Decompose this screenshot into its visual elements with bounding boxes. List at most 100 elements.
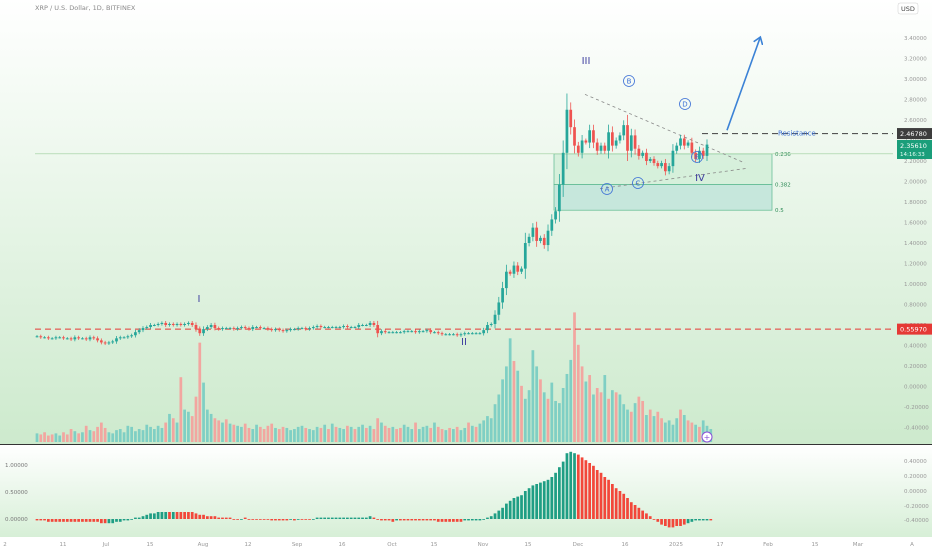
candle-body xyxy=(65,338,69,340)
oscillator-bar xyxy=(561,461,565,519)
oscillator-bar xyxy=(342,517,345,519)
oscillator-bar xyxy=(580,457,584,519)
price-tick-label: 0.40000 xyxy=(904,344,927,350)
volume-bar xyxy=(497,394,501,442)
candle-body xyxy=(357,325,361,328)
candle-body xyxy=(285,330,289,332)
volume-bar xyxy=(88,430,92,442)
oscillator-bar xyxy=(134,517,137,519)
oscillator-bar xyxy=(380,519,383,521)
candle-body xyxy=(327,327,330,329)
oscillator-right-tick: 0.00000 xyxy=(904,489,927,495)
oscillator-bar xyxy=(607,479,610,519)
time-tick-label: Mar xyxy=(853,542,864,548)
candle-body xyxy=(406,331,410,333)
volume-bar xyxy=(512,361,516,442)
add-indicator-button[interactable] xyxy=(701,431,713,443)
oscillator-bar xyxy=(156,512,160,519)
time-tick-label: 17 xyxy=(717,542,724,548)
oscillator-bar xyxy=(535,484,539,519)
oscillator-bar xyxy=(410,519,414,521)
volume-bar xyxy=(380,422,383,442)
oscillator-bar xyxy=(558,467,561,519)
oscillator-bar xyxy=(338,517,342,519)
price-tick-label: 2.00000 xyxy=(904,180,927,186)
candle-body xyxy=(334,327,338,329)
candle-body xyxy=(550,219,554,231)
volume-bar xyxy=(489,418,493,442)
candle-body xyxy=(425,330,429,332)
currency-label: USD xyxy=(901,5,915,13)
oscillator-bar xyxy=(433,519,436,521)
candle-body xyxy=(584,140,588,143)
volume-bar xyxy=(353,429,357,442)
volume-bar xyxy=(516,370,520,442)
volume-bar xyxy=(660,418,663,442)
candle-body xyxy=(387,332,391,334)
volume-bar xyxy=(467,422,470,442)
oscillator-bar xyxy=(65,519,69,522)
volume-bar xyxy=(361,424,364,442)
volume-bar xyxy=(149,426,152,442)
oscillator-bar xyxy=(622,493,626,519)
candle-body xyxy=(58,337,62,339)
time-tick-label: 12 xyxy=(245,542,252,548)
resistance-annotation: Resistance xyxy=(778,130,816,138)
volume-bar xyxy=(81,432,84,442)
currency-button[interactable] xyxy=(897,2,919,15)
oscillator-bar xyxy=(285,519,289,521)
oscillator-bar xyxy=(357,517,361,519)
resistance-price-label: 2.46780 xyxy=(900,130,927,138)
volume-bar xyxy=(190,416,194,442)
volume-bar xyxy=(258,426,262,442)
volume-bar xyxy=(520,385,523,442)
oscillator-bar xyxy=(62,519,65,522)
volume-bar xyxy=(565,373,569,442)
candle-body xyxy=(633,135,637,149)
volume-bar xyxy=(213,418,217,442)
volume-bar xyxy=(402,424,406,442)
candle-body xyxy=(115,338,118,342)
volume-bar xyxy=(137,429,141,442)
oscillator-bar xyxy=(436,519,440,522)
candle-body xyxy=(92,337,96,339)
candle-body xyxy=(149,325,152,328)
volume-bar xyxy=(645,415,648,442)
candle-body xyxy=(364,325,368,326)
wave-circle-b xyxy=(623,75,635,87)
volume-bar xyxy=(599,392,603,442)
candle-body xyxy=(160,322,164,324)
fib-level-label: 0.382 xyxy=(775,183,791,189)
time-tick-label: 15 xyxy=(431,542,438,548)
oscillator-bar xyxy=(383,519,387,521)
oscillator-bar xyxy=(58,519,62,522)
volume-bar xyxy=(399,427,402,442)
candle-body xyxy=(505,271,508,289)
oscillator-bar xyxy=(209,516,213,519)
oscillator-bar xyxy=(327,517,330,519)
oscillator-left-tick: 1.00000 xyxy=(5,463,28,469)
volume-bar xyxy=(448,427,451,442)
oscillator-bar xyxy=(202,514,205,519)
oscillator-bar xyxy=(611,484,614,519)
oscillator-pane-background xyxy=(0,445,932,537)
candle-body xyxy=(429,330,433,333)
volume-bar xyxy=(160,427,164,442)
candle-body xyxy=(221,328,224,330)
candle-body xyxy=(361,325,364,326)
candle-body xyxy=(501,288,504,303)
candle-body xyxy=(629,135,633,151)
volume-bar xyxy=(342,429,345,442)
price-tick-label: 0.00000 xyxy=(904,385,927,391)
wave-circle-c xyxy=(632,177,644,189)
candle-body xyxy=(111,341,115,343)
time-tick-label: 15 xyxy=(147,542,154,548)
candle-body xyxy=(402,331,406,333)
candle-body xyxy=(679,138,682,146)
candle-body xyxy=(478,333,482,335)
candle-body xyxy=(452,334,455,336)
volume-bar xyxy=(550,382,554,442)
volume-bar xyxy=(523,398,527,442)
